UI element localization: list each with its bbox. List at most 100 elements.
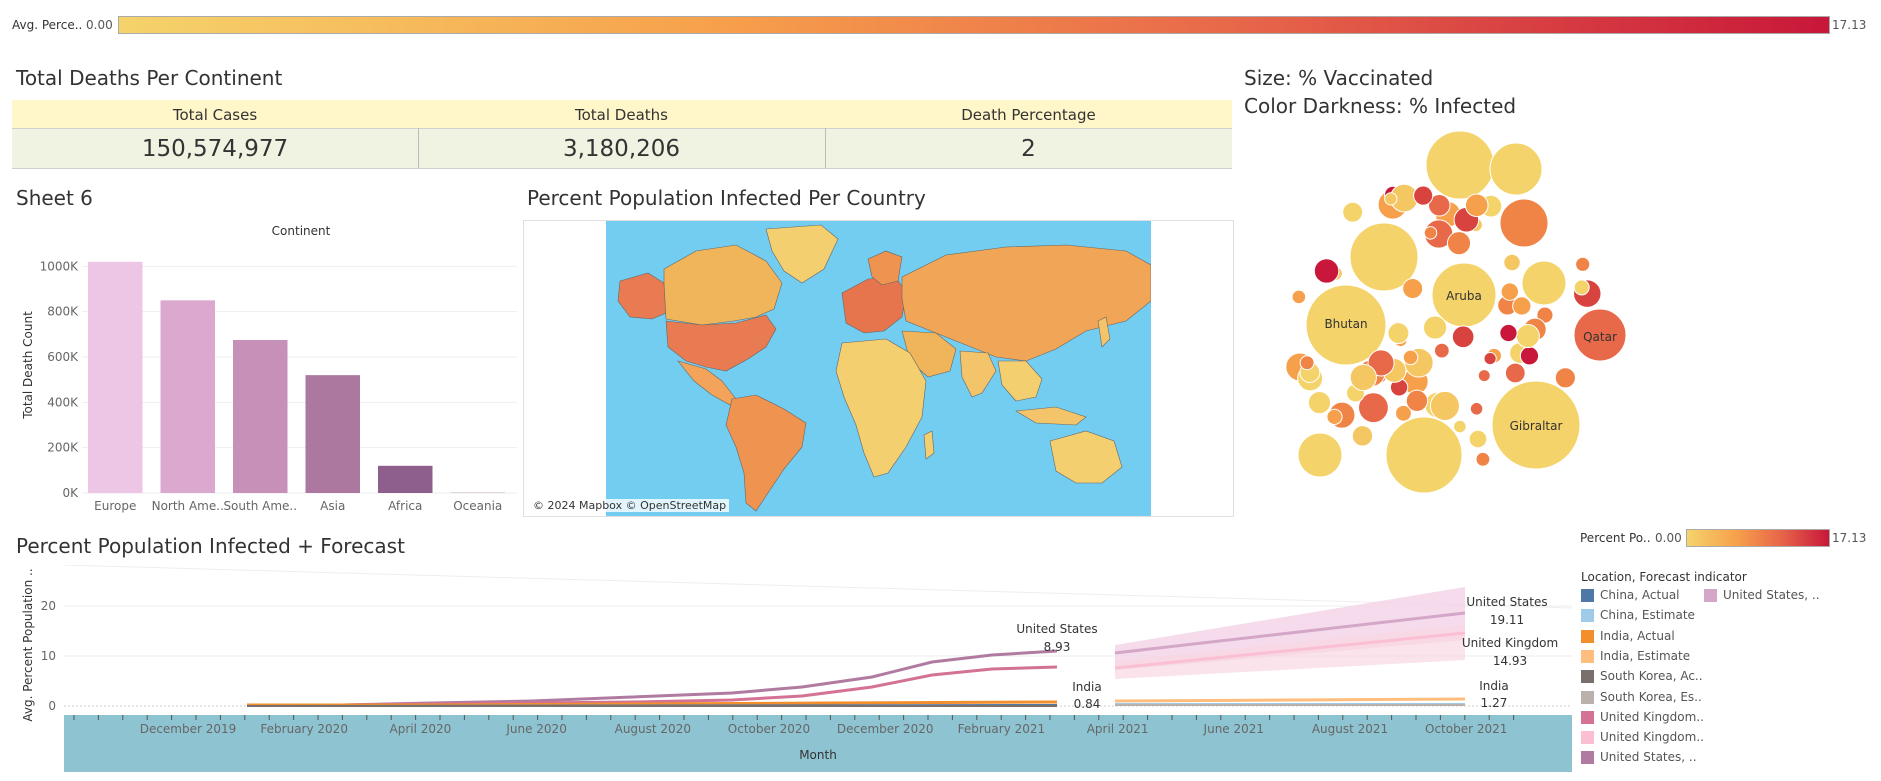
bar-4[interactable] <box>378 465 433 493</box>
bubble[interactable] <box>1428 194 1451 217</box>
annotation-us-actual-name: United States <box>1016 622 1097 636</box>
bubble[interactable] <box>1504 362 1526 384</box>
bubble[interactable] <box>1483 351 1497 366</box>
bubble[interactable] <box>1464 193 1489 218</box>
bubble[interactable] <box>1500 282 1520 301</box>
bubble[interactable] <box>1385 416 1463 494</box>
bar-0[interactable] <box>88 261 143 493</box>
forecast-legend-item[interactable]: South Korea, Es.. <box>1581 689 1702 705</box>
bubble[interactable] <box>1305 284 1387 366</box>
bubble[interactable] <box>1402 277 1424 300</box>
bubble[interactable] <box>1342 201 1364 223</box>
forecast-xlabel: Month <box>799 748 837 762</box>
bubble[interactable] <box>1521 260 1567 306</box>
bubble[interactable] <box>1423 226 1438 240</box>
kpi-table: Total Cases Total Deaths Death Percentag… <box>12 100 1232 169</box>
bubble[interactable] <box>1349 363 1377 392</box>
bubble[interactable] <box>1358 392 1389 424</box>
annotation-uk-estimate-value: 14.93 <box>1493 654 1527 668</box>
bubble[interactable] <box>1573 308 1627 362</box>
bubble[interactable] <box>1413 185 1434 206</box>
forecast-xtick-label: December 2019 <box>140 722 237 736</box>
bar-1[interactable] <box>160 300 216 493</box>
bubble[interactable] <box>1503 253 1521 272</box>
bubble[interactable] <box>1499 198 1549 248</box>
forecast-legend-item[interactable]: China, Actual <box>1581 587 1680 603</box>
bubble[interactable] <box>1573 279 1590 296</box>
bubble[interactable] <box>1367 349 1395 377</box>
kpi-header-percentage: Death Percentage <box>961 106 1096 124</box>
forecast-legend-item[interactable]: United Kingdom.. <box>1581 729 1704 745</box>
bubble[interactable] <box>1297 432 1343 478</box>
forecast-legend-item[interactable]: India, Estimate <box>1581 648 1690 664</box>
bubble[interactable] <box>1519 346 1540 366</box>
bar-category-label: Europe <box>94 499 136 513</box>
bubble[interactable] <box>1433 342 1450 359</box>
bubble[interactable] <box>1499 323 1518 343</box>
bubble[interactable] <box>1402 349 1419 366</box>
bubble[interactable] <box>1425 130 1495 200</box>
bar-3[interactable] <box>305 375 361 493</box>
bubble[interactable] <box>1515 324 1540 349</box>
bubble[interactable] <box>1489 142 1543 196</box>
bubble[interactable] <box>1395 404 1412 422</box>
forecast-xtick-label: August 2020 <box>615 722 691 736</box>
vaccination-bubble-chart[interactable]: Aruba Bhutan Qatar Gibraltar <box>1244 125 1644 520</box>
bubble[interactable] <box>1349 222 1419 292</box>
bubble[interactable] <box>1384 192 1398 206</box>
bar-2[interactable] <box>233 340 288 493</box>
bar-category-label: North Ame.. <box>152 499 224 513</box>
bar-ytick-label: 1000K <box>40 259 80 273</box>
forecast-x-axis-band <box>64 715 1572 772</box>
bar-category-label: Asia <box>320 499 345 513</box>
forecast-xtick-label: February 2020 <box>260 722 348 736</box>
bubble[interactable] <box>1469 402 1484 416</box>
line-india-estimate <box>1114 697 1466 703</box>
kpi-header-cases: Total Cases <box>172 106 258 124</box>
kpi-header-deaths: Total Deaths <box>575 106 668 124</box>
kpi-value-percentage: 2 <box>1021 136 1036 162</box>
legend-swatch <box>1581 690 1594 704</box>
bubble[interactable] <box>1575 256 1591 272</box>
bubble[interactable] <box>1554 367 1576 389</box>
bubble[interactable] <box>1299 355 1315 371</box>
bubble[interactable] <box>1387 322 1410 345</box>
forecast-legend-item[interactable]: United States, .. <box>1581 749 1697 765</box>
bubble[interactable] <box>1475 451 1491 467</box>
bubble[interactable] <box>1351 425 1374 447</box>
bubble[interactable] <box>1313 258 1340 284</box>
bubble[interactable] <box>1453 419 1467 434</box>
bubble[interactable] <box>1326 408 1343 425</box>
legend-item-label: India, Estimate <box>1600 648 1691 663</box>
forecast-legend-item[interactable]: India, Actual <box>1581 628 1675 644</box>
forecast-legend-item[interactable]: United States, .. <box>1704 587 1820 603</box>
bubble[interactable] <box>1405 389 1429 412</box>
forecast-xtick-label: June 2020 <box>505 722 567 736</box>
bar-ytick-label: 400K <box>47 395 79 409</box>
annotation-india-estimate-name: India <box>1479 679 1508 693</box>
map-attribution[interactable]: © 2024 Mapbox © OpenStreetMap <box>530 499 730 512</box>
bubble[interactable] <box>1468 429 1488 449</box>
forecast-legend-item[interactable]: United Kingdom.. <box>1581 709 1704 725</box>
infection-map[interactable]: © 2024 Mapbox © OpenStreetMap <box>523 220 1234 517</box>
bubble[interactable] <box>1429 390 1460 421</box>
legend-swatch <box>1581 710 1594 724</box>
legend-item-label: United States, .. <box>1600 750 1697 765</box>
forecast-ytick-label: 0 <box>48 699 56 713</box>
annotation-us-actual-value: 8.93 <box>1044 640 1071 654</box>
bubble[interactable] <box>1512 296 1532 316</box>
annotation-us-estimate-name: United States <box>1466 595 1547 609</box>
top-legend-min: 0.00 <box>86 18 113 32</box>
bubble[interactable] <box>1446 231 1472 256</box>
bubble[interactable] <box>1291 289 1307 305</box>
forecast-legend-item[interactable]: South Korea, Ac.. <box>1581 668 1703 684</box>
bar-ytick-label: 800K <box>47 305 79 319</box>
bubble[interactable] <box>1307 391 1332 415</box>
bubble[interactable] <box>1451 325 1475 349</box>
bubble[interactable] <box>1477 369 1491 383</box>
legend-swatch <box>1581 751 1594 765</box>
bubble[interactable] <box>1491 380 1581 470</box>
kpi-title: Total Deaths Per Continent <box>16 66 283 90</box>
forecast-legend-item[interactable]: China, Estimate <box>1581 607 1695 623</box>
bubble[interactable] <box>1423 315 1448 340</box>
